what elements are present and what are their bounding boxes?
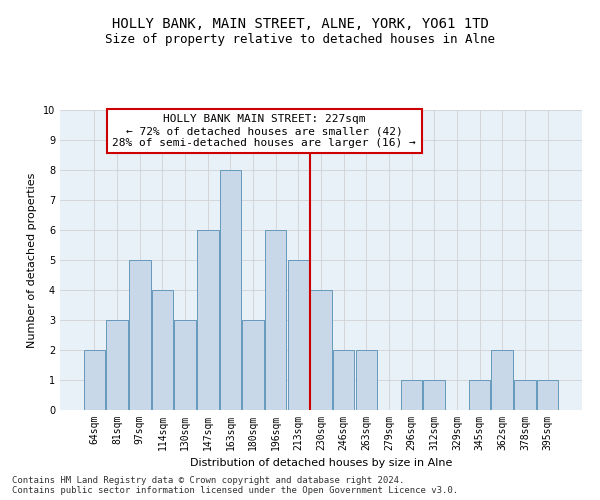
Bar <box>129 260 151 410</box>
Bar <box>537 380 558 410</box>
Bar <box>197 230 218 410</box>
Bar <box>333 350 355 410</box>
Bar <box>175 320 196 410</box>
Y-axis label: Number of detached properties: Number of detached properties <box>28 172 37 348</box>
Bar <box>265 230 286 410</box>
Bar <box>491 350 513 410</box>
Bar <box>287 260 309 410</box>
X-axis label: Distribution of detached houses by size in Alne: Distribution of detached houses by size … <box>190 458 452 468</box>
Bar <box>401 380 422 410</box>
Bar <box>242 320 264 410</box>
Text: HOLLY BANK, MAIN STREET, ALNE, YORK, YO61 1TD: HOLLY BANK, MAIN STREET, ALNE, YORK, YO6… <box>112 18 488 32</box>
Bar <box>220 170 241 410</box>
Bar <box>310 290 332 410</box>
Bar <box>469 380 490 410</box>
Bar <box>514 380 536 410</box>
Text: HOLLY BANK MAIN STREET: 227sqm
← 72% of detached houses are smaller (42)
28% of : HOLLY BANK MAIN STREET: 227sqm ← 72% of … <box>112 114 416 148</box>
Bar <box>84 350 105 410</box>
Text: Size of property relative to detached houses in Alne: Size of property relative to detached ho… <box>105 32 495 46</box>
Bar <box>356 350 377 410</box>
Bar <box>106 320 128 410</box>
Bar <box>424 380 445 410</box>
Text: Contains HM Land Registry data © Crown copyright and database right 2024.
Contai: Contains HM Land Registry data © Crown c… <box>12 476 458 495</box>
Bar <box>152 290 173 410</box>
